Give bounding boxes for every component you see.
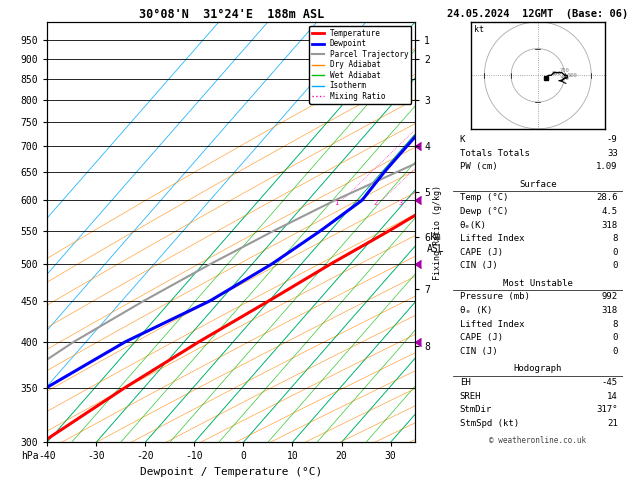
Text: EH: EH — [460, 378, 470, 387]
Text: 318: 318 — [601, 221, 618, 229]
Text: 8: 8 — [612, 234, 618, 243]
Y-axis label: km
ASL: km ASL — [427, 232, 445, 254]
Text: hPa: hPa — [21, 451, 39, 461]
Text: 8: 8 — [612, 320, 618, 329]
Text: 300: 300 — [560, 76, 570, 81]
Text: 318: 318 — [601, 306, 618, 315]
Text: CAPE (J): CAPE (J) — [460, 248, 503, 257]
Text: 2: 2 — [374, 200, 378, 206]
Text: K: K — [460, 135, 465, 144]
Text: 500: 500 — [568, 73, 578, 78]
Text: Fixing Ratio (g/kg): Fixing Ratio (g/kg) — [433, 185, 442, 279]
Text: 14: 14 — [607, 392, 618, 400]
Text: 4.5: 4.5 — [601, 207, 618, 216]
Text: 1: 1 — [334, 200, 338, 206]
Text: PW (cm): PW (cm) — [460, 162, 498, 171]
Title: 30°08'N  31°24'E  188m ASL: 30°08'N 31°24'E 188m ASL — [138, 8, 324, 21]
Text: kt: kt — [474, 24, 484, 34]
Text: Surface: Surface — [519, 180, 557, 189]
Text: © weatheronline.co.uk: © weatheronline.co.uk — [489, 436, 586, 446]
Text: -9: -9 — [607, 135, 618, 144]
Text: 0: 0 — [612, 248, 618, 257]
Text: CAPE (J): CAPE (J) — [460, 333, 503, 342]
Text: -45: -45 — [601, 378, 618, 387]
Text: CIN (J): CIN (J) — [460, 347, 498, 356]
Text: θₑ(K): θₑ(K) — [460, 221, 487, 229]
Text: 700: 700 — [560, 68, 570, 73]
Text: 1.09: 1.09 — [596, 162, 618, 171]
Text: Totals Totals: Totals Totals — [460, 149, 530, 157]
X-axis label: Dewpoint / Temperature (°C): Dewpoint / Temperature (°C) — [140, 467, 322, 477]
Text: StmDir: StmDir — [460, 405, 492, 414]
Text: CIN (J): CIN (J) — [460, 261, 498, 270]
Text: 21: 21 — [607, 419, 618, 428]
Text: 0: 0 — [612, 333, 618, 342]
Text: 0: 0 — [612, 347, 618, 356]
Text: Pressure (mb): Pressure (mb) — [460, 293, 530, 301]
Text: 0: 0 — [612, 261, 618, 270]
Text: Dewp (°C): Dewp (°C) — [460, 207, 508, 216]
Text: Hodograph: Hodograph — [514, 364, 562, 373]
Text: 317°: 317° — [596, 405, 618, 414]
Text: 24.05.2024  12GMT  (Base: 06): 24.05.2024 12GMT (Base: 06) — [447, 9, 628, 19]
Text: StmSpd (kt): StmSpd (kt) — [460, 419, 519, 428]
Text: 3: 3 — [398, 200, 403, 206]
Text: 33: 33 — [607, 149, 618, 157]
Legend: Temperature, Dewpoint, Parcel Trajectory, Dry Adiabat, Wet Adiabat, Isotherm, Mi: Temperature, Dewpoint, Parcel Trajectory… — [309, 26, 411, 104]
Text: θₑ (K): θₑ (K) — [460, 306, 492, 315]
Text: Temp (°C): Temp (°C) — [460, 193, 508, 202]
Text: SREH: SREH — [460, 392, 481, 400]
Text: 992: 992 — [601, 293, 618, 301]
Text: Lifted Index: Lifted Index — [460, 234, 524, 243]
Text: Most Unstable: Most Unstable — [503, 279, 573, 288]
Text: 28.6: 28.6 — [596, 193, 618, 202]
Text: 850: 850 — [552, 70, 562, 75]
Text: Lifted Index: Lifted Index — [460, 320, 524, 329]
